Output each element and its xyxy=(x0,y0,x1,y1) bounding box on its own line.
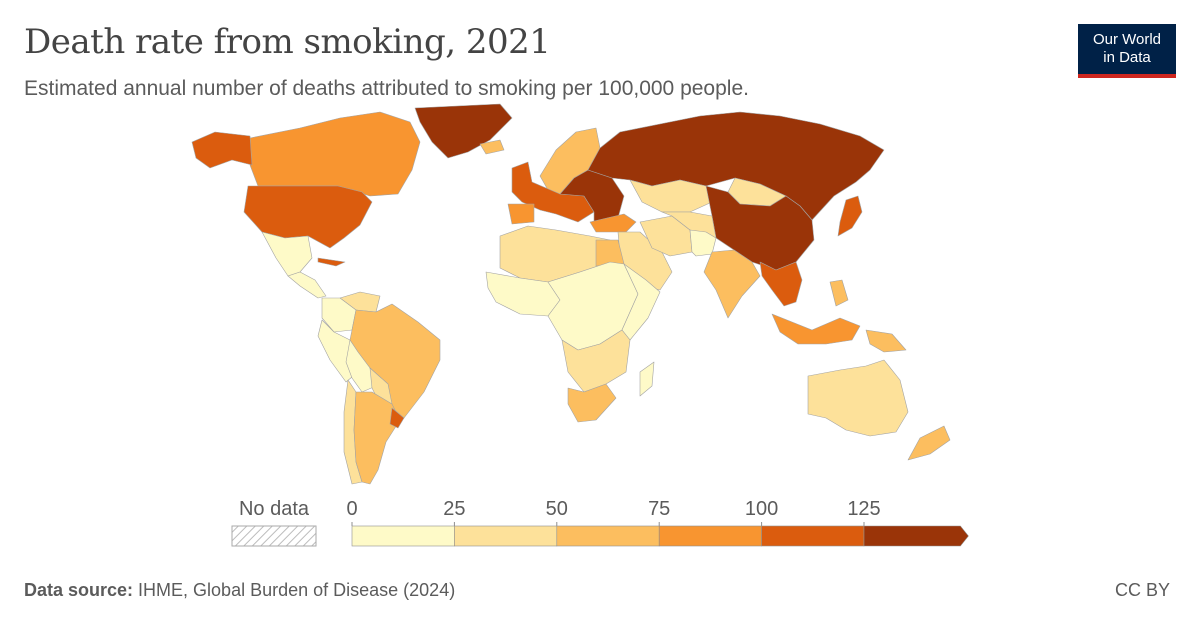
data-source-text[interactable]: IHME, Global Burden of Disease (2024) xyxy=(133,580,456,600)
legend-tick-label-3: 75 xyxy=(648,498,670,520)
legend-no-data-label: No data xyxy=(239,498,310,520)
region-argentina[interactable] xyxy=(353,391,401,485)
region-cuba[interactable] xyxy=(317,257,346,267)
region-turkey[interactable] xyxy=(589,213,637,233)
legend-bin-1[interactable] xyxy=(454,525,558,547)
region-indonesia[interactable] xyxy=(771,313,861,345)
owid-logo[interactable]: Our World in Data xyxy=(1078,24,1176,78)
legend-bin-4[interactable] xyxy=(761,525,865,547)
region-philippines[interactable] xyxy=(829,279,849,307)
legend-bin-2[interactable] xyxy=(556,525,660,547)
region-western-europe[interactable] xyxy=(511,161,595,223)
region-new-zealand[interactable] xyxy=(907,425,951,461)
legend-no-data-swatch xyxy=(231,525,317,547)
region-bolivia[interactable] xyxy=(345,339,377,393)
region-kazakhstan[interactable] xyxy=(629,179,713,213)
region-spain[interactable] xyxy=(507,203,535,225)
chart-title: Death rate from smoking, 2021 xyxy=(24,22,551,62)
region-south-africa[interactable] xyxy=(567,383,617,423)
license-label[interactable]: CC BY xyxy=(1114,580,1170,600)
data-source: Data source: IHME, Global Burden of Dise… xyxy=(24,580,455,601)
legend-tick-label-0: 0 xyxy=(346,498,357,520)
logo-line-2: in Data xyxy=(1103,49,1151,66)
region-japan[interactable] xyxy=(837,195,863,237)
chart-subtitle: Estimated annual number of deaths attrib… xyxy=(24,77,749,100)
region-greenland[interactable] xyxy=(414,103,513,159)
legend-tick-label-5: 125 xyxy=(847,498,880,520)
legend-bin-5[interactable] xyxy=(863,525,969,547)
logo-line-1: Our World xyxy=(1092,31,1162,48)
region-iceland[interactable] xyxy=(479,139,505,155)
region-australia[interactable] xyxy=(807,359,909,437)
region-east-africa[interactable] xyxy=(621,263,661,341)
region-india[interactable] xyxy=(703,249,761,319)
region-canada[interactable] xyxy=(249,111,421,197)
region-southeast-asia[interactable] xyxy=(759,261,803,307)
legend-bin-3[interactable] xyxy=(658,525,762,547)
region-southern-africa[interactable] xyxy=(561,329,631,393)
region-eastern-europe[interactable] xyxy=(559,169,625,225)
map-regions xyxy=(191,103,951,485)
data-source-label: Data source: xyxy=(24,580,134,600)
region-central-america[interactable] xyxy=(287,271,327,299)
legend-tick-label-1: 25 xyxy=(443,498,465,520)
legend: No data 0 25 50 75 100 125 xyxy=(231,498,969,547)
region-uruguay[interactable] xyxy=(389,407,405,429)
region-mexico[interactable] xyxy=(261,231,313,277)
legend-tick-label-4: 100 xyxy=(745,498,778,520)
region-papua-new-guinea[interactable] xyxy=(865,329,907,353)
legend-tick-label-2: 50 xyxy=(546,498,568,520)
legend-bin-0[interactable] xyxy=(351,525,455,547)
region-china[interactable] xyxy=(705,185,815,271)
region-madagascar[interactable] xyxy=(639,361,655,397)
region-alaska[interactable] xyxy=(191,131,253,169)
